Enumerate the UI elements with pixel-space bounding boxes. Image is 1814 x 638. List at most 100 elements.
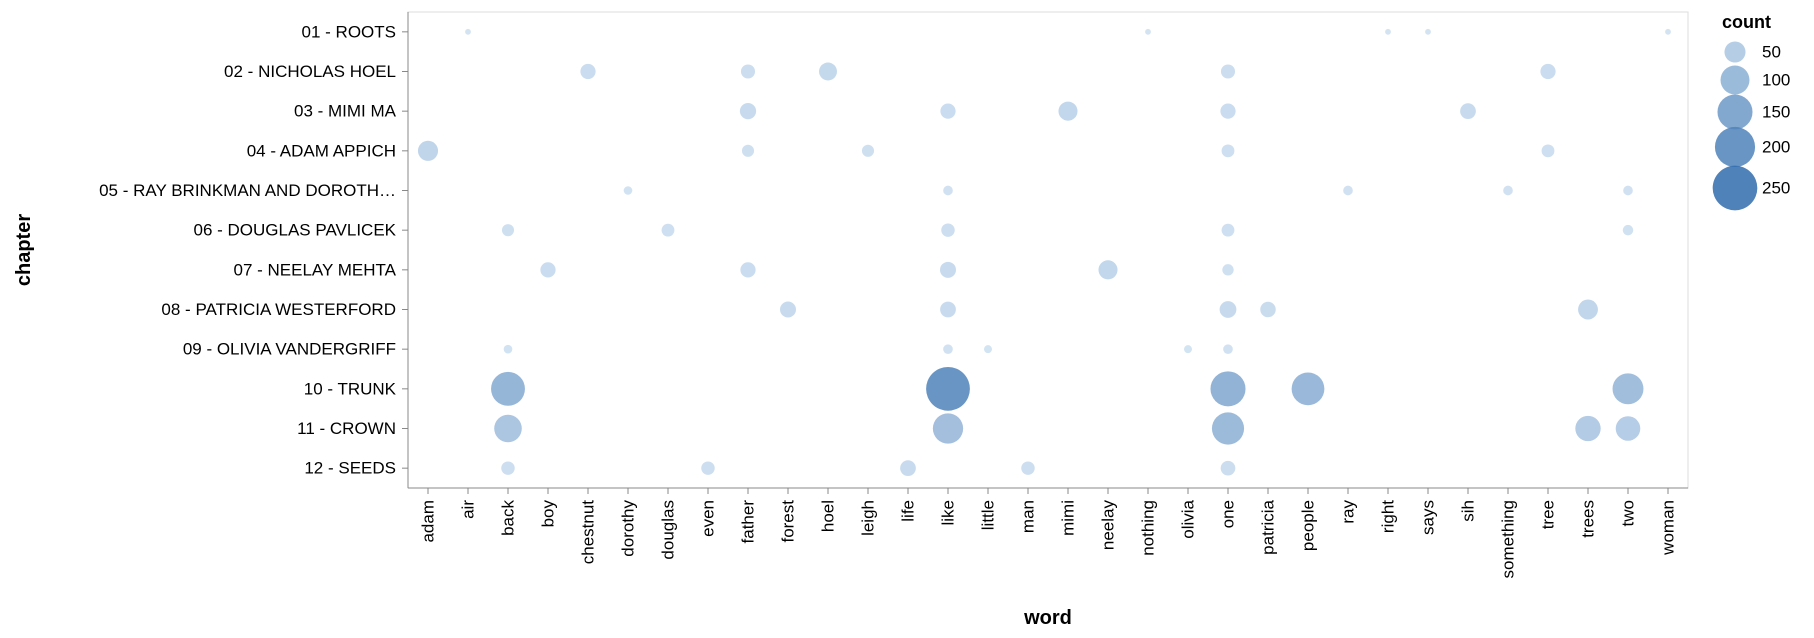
bubble-one[interactable] (1222, 264, 1234, 276)
bubble-back[interactable] (503, 344, 513, 354)
bubble-neelay[interactable] (1098, 260, 1118, 280)
bubble-one[interactable] (1220, 64, 1236, 79)
bubble-says[interactable] (1425, 28, 1431, 35)
bubble-life[interactable] (900, 460, 916, 477)
y-tick-label: 04 - ADAM APPICH (247, 141, 396, 160)
bubble-like[interactable] (943, 344, 953, 354)
x-tick-label: father (739, 500, 758, 544)
bubble-one[interactable] (1219, 301, 1237, 318)
y-tick-label: 09 - OLIVIA VANDERGRIFF (183, 340, 396, 359)
bubble-one[interactable] (1223, 344, 1233, 354)
x-tick-label: sih (1459, 500, 1478, 522)
bubble-patricia[interactable] (1260, 301, 1276, 318)
bubble-chestnut[interactable] (580, 63, 596, 80)
bubble-sih[interactable] (1460, 103, 1476, 120)
bubble-right[interactable] (1385, 28, 1391, 35)
x-tick-label: mimi (1059, 500, 1078, 536)
legend-label: 200 (1762, 138, 1790, 157)
bubble-like[interactable] (926, 366, 970, 411)
bubble-woman[interactable] (1665, 28, 1671, 35)
x-tick-label: right (1379, 500, 1398, 533)
legend-label: 100 (1762, 71, 1790, 90)
bubble-mimi[interactable] (1058, 101, 1078, 121)
legend-swatch (1724, 41, 1746, 63)
legend-label: 50 (1762, 43, 1781, 62)
bubble-tree[interactable] (1540, 63, 1556, 80)
x-tick-label: trees (1579, 500, 1598, 538)
bubble-back[interactable] (501, 224, 515, 237)
bubble-tree[interactable] (1541, 144, 1555, 158)
bubble-like[interactable] (943, 185, 953, 196)
y-tick-label: 07 - NEELAY MEHTA (234, 260, 397, 279)
x-tick-label: little (979, 500, 998, 530)
bubble-adam[interactable] (417, 140, 439, 161)
bubble-ray[interactable] (1343, 185, 1353, 196)
bubble-people[interactable] (1291, 372, 1325, 406)
bubble-trees[interactable] (1578, 299, 1598, 320)
y-tick-label: 03 - MIMI MA (294, 102, 397, 121)
bubble-father[interactable] (741, 144, 755, 157)
x-tick-label: man (1019, 500, 1038, 533)
bubble-one[interactable] (1220, 460, 1236, 476)
y-axis-title: chapter (13, 214, 35, 286)
legend-swatch (1714, 126, 1756, 168)
bubble-two[interactable] (1623, 185, 1633, 196)
x-tick-label: like (939, 500, 958, 526)
x-tick-label: leigh (859, 500, 878, 536)
bubble-like[interactable] (940, 103, 956, 119)
bubble-one[interactable] (1210, 371, 1246, 407)
bubble-marks (417, 28, 1671, 477)
bubble-like[interactable] (932, 413, 964, 444)
bubble-two[interactable] (1615, 416, 1641, 441)
bubble-leigh[interactable] (861, 144, 875, 157)
x-tick-label: ray (1339, 500, 1358, 524)
bubble-one[interactable] (1221, 223, 1235, 237)
y-tick-label: 01 - ROOTS (302, 22, 396, 41)
legend-label: 250 (1762, 179, 1790, 198)
bubble-air[interactable] (465, 28, 471, 35)
bubble-father[interactable] (739, 103, 757, 120)
bubble-trees[interactable] (1575, 415, 1601, 442)
y-axis: 01 - ROOTS 02 - NICHOLAS HOEL 03 - MIMI MA… (99, 12, 409, 488)
legend-label: 150 (1762, 103, 1790, 122)
bubble-like[interactable] (941, 223, 955, 237)
x-tick-label: even (699, 500, 718, 537)
bubble-two[interactable] (1612, 373, 1644, 405)
bubble-man[interactable] (1021, 461, 1035, 475)
x-tick-label: one (1219, 500, 1238, 528)
bubble-back[interactable] (501, 461, 515, 475)
bubble-like[interactable] (940, 301, 956, 318)
x-tick-label: nothing (1139, 500, 1158, 556)
x-tick-label: olivia (1179, 499, 1198, 538)
x-tick-label: woman (1659, 500, 1678, 556)
bubble-even[interactable] (701, 461, 715, 475)
x-tick-label: two (1619, 500, 1638, 526)
y-tick-label: 02 - NICHOLAS HOEL (224, 62, 396, 81)
bubble-one[interactable] (1211, 412, 1245, 445)
y-tick-label: 11 - CROWN (297, 419, 396, 438)
bubble-back[interactable] (494, 414, 522, 443)
x-tick-label: patricia (1259, 499, 1278, 554)
legend-items: 50 100 150 200 250 (1712, 41, 1790, 211)
size-legend: count 50 100 150 200 250 (1712, 12, 1790, 211)
bubble-dorothy[interactable] (623, 186, 633, 195)
bubble-father[interactable] (740, 64, 756, 79)
x-tick-label: back (499, 500, 518, 536)
bubble-two[interactable] (1622, 224, 1634, 236)
bubble-back[interactable] (491, 371, 525, 406)
bubble-like[interactable] (939, 261, 957, 278)
bubble-douglas[interactable] (661, 223, 675, 237)
bubble-little[interactable] (983, 345, 993, 354)
bubble-olivia[interactable] (1183, 345, 1193, 354)
bubble-forest[interactable] (779, 301, 797, 318)
bubble-something[interactable] (1503, 185, 1513, 196)
bubble-one[interactable] (1220, 103, 1236, 119)
bubble-father[interactable] (740, 262, 756, 278)
x-tick-label: air (459, 500, 478, 519)
bubble-boy[interactable] (540, 262, 556, 278)
bubble-hoel[interactable] (819, 62, 837, 81)
x-tick-label: chestnut (579, 500, 598, 565)
bubble-nothing[interactable] (1145, 28, 1151, 35)
plot-frame (407, 11, 1689, 489)
bubble-one[interactable] (1221, 144, 1235, 158)
